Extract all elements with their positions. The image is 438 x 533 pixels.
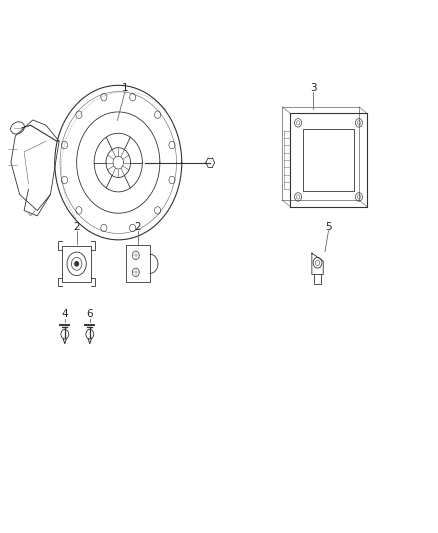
Text: 2: 2	[134, 222, 141, 231]
Bar	[62, 246, 91, 282]
Text: 6: 6	[86, 310, 93, 319]
Circle shape	[75, 262, 78, 266]
Text: 2: 2	[73, 222, 80, 231]
Bar	[126, 245, 150, 282]
Text: 1: 1	[121, 83, 128, 93]
Text: 5: 5	[325, 222, 332, 231]
Bar	[303, 130, 354, 191]
Text: 3: 3	[310, 83, 317, 93]
Text: 4: 4	[61, 310, 68, 319]
